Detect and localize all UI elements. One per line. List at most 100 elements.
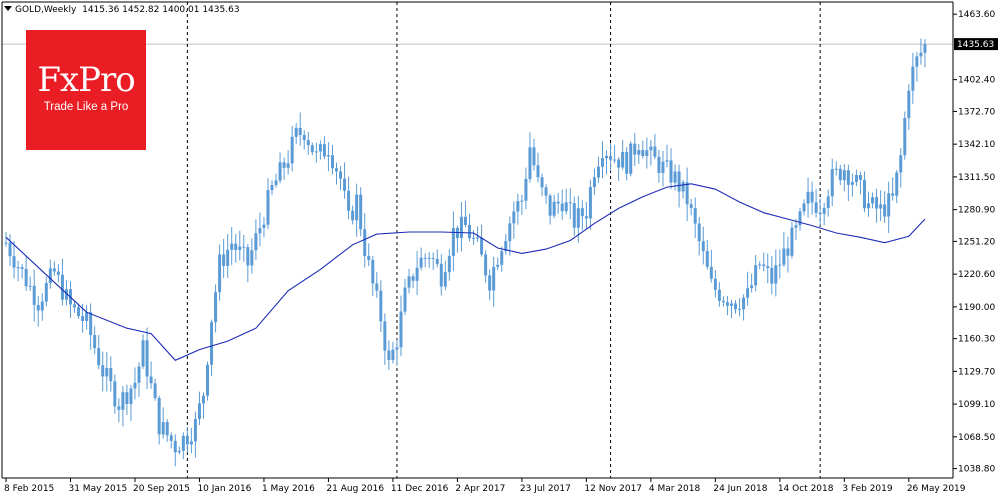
candle-body xyxy=(625,151,629,174)
x-tick-label: 20 Sep 2015 xyxy=(133,484,190,494)
candle-body xyxy=(161,422,165,435)
candle-body xyxy=(431,257,435,259)
x-tick-label: 3 Feb 2019 xyxy=(842,484,893,494)
candle-body xyxy=(447,255,451,273)
y-tick-label: 1160.30 xyxy=(958,335,995,345)
candle-body xyxy=(862,179,866,209)
candle-body xyxy=(129,388,133,405)
candle-body xyxy=(282,162,286,168)
candle-body xyxy=(149,376,153,384)
candle-body xyxy=(407,276,411,288)
candle-body xyxy=(770,267,774,284)
candle-body xyxy=(193,418,197,442)
candle-body xyxy=(794,225,798,228)
candle-body xyxy=(484,254,488,276)
candle-body xyxy=(641,150,645,156)
current-price-tag xyxy=(954,38,998,51)
candle-body xyxy=(230,243,234,250)
candle-body xyxy=(359,194,363,230)
candle-body xyxy=(177,450,181,453)
x-tick-label: 2 Apr 2017 xyxy=(455,484,505,494)
candle-body xyxy=(871,197,875,204)
candle-body xyxy=(548,195,552,216)
y-tick-label: 1402.40 xyxy=(958,76,995,86)
candle-body xyxy=(754,265,758,286)
candle-body xyxy=(919,52,923,57)
candle-body xyxy=(266,190,270,225)
candle-body xyxy=(621,151,625,168)
candle-body xyxy=(846,170,850,185)
candle-body xyxy=(298,127,302,135)
candle-body xyxy=(435,258,439,264)
candle-body xyxy=(201,395,205,404)
candle-body xyxy=(28,285,32,287)
candle-body xyxy=(274,180,278,186)
candle-body xyxy=(709,266,713,279)
candle-body xyxy=(302,134,306,141)
candle-body xyxy=(206,364,210,396)
candle-body xyxy=(701,241,705,252)
dropdown-triangle-icon[interactable] xyxy=(4,6,12,11)
y-tick-label: 1129.70 xyxy=(958,367,995,377)
candle-body xyxy=(903,118,907,156)
candle-body xyxy=(822,208,826,214)
candle-body xyxy=(556,201,560,204)
candle-body xyxy=(423,257,427,259)
candle-body xyxy=(584,216,588,219)
candle-body xyxy=(637,150,641,155)
y-tick-label: 1099.10 xyxy=(958,400,995,410)
candle-body xyxy=(334,168,338,172)
candle-body xyxy=(911,66,915,91)
candle-body xyxy=(705,251,709,267)
candle-body xyxy=(605,155,609,159)
candle-body xyxy=(322,144,326,157)
candle-body xyxy=(923,44,927,53)
candle-body xyxy=(185,435,189,445)
candle-body xyxy=(879,204,883,209)
candle-body xyxy=(673,171,677,183)
candle-body xyxy=(20,267,24,269)
candle-body xyxy=(4,242,8,244)
fxpro-logo: FxPro Trade Like a Pro xyxy=(26,30,146,150)
candle-body xyxy=(883,204,887,217)
candle-body xyxy=(56,271,60,275)
candle-body xyxy=(826,196,830,209)
candle-body xyxy=(290,136,294,164)
candle-body xyxy=(576,208,580,228)
x-tick-label: 11 Dec 2016 xyxy=(391,484,449,494)
x-tick-label: 4 Mar 2018 xyxy=(649,484,701,494)
current-price-tag-label: 1435.63 xyxy=(957,40,994,50)
candle-body xyxy=(105,368,109,377)
candle-body xyxy=(782,248,786,265)
x-tick-label: 14 Oct 2018 xyxy=(778,484,834,494)
candle-body xyxy=(601,158,605,167)
logo-tagline: Trade Like a Pro xyxy=(43,101,129,113)
candle-body xyxy=(802,203,806,212)
candle-body xyxy=(552,201,556,216)
candle-body xyxy=(439,263,443,287)
candle-body xyxy=(173,440,177,453)
candle-body xyxy=(48,268,52,284)
candle-body xyxy=(169,435,173,441)
candle-body xyxy=(580,208,584,217)
ohlc-values: 1415.36 1452.82 1400.01 1435.63 xyxy=(82,5,240,15)
candle-body xyxy=(226,249,230,266)
candle-body xyxy=(524,178,528,201)
candle-body xyxy=(887,193,891,217)
candle-body xyxy=(314,151,318,153)
candle-body xyxy=(399,311,403,348)
candle-body xyxy=(125,392,129,405)
candle-body xyxy=(137,366,141,383)
candle-body xyxy=(395,347,399,350)
candle-body xyxy=(73,304,77,308)
candle-body xyxy=(93,335,97,349)
candle-body xyxy=(210,322,214,365)
candle-body xyxy=(500,251,504,265)
candle-body xyxy=(306,140,310,146)
candle-body xyxy=(153,383,157,399)
x-tick-label: 24 Jun 2018 xyxy=(713,484,767,494)
candle-body xyxy=(218,254,222,293)
candle-body xyxy=(12,256,16,268)
logo-brand-text: FxPro xyxy=(37,60,135,100)
